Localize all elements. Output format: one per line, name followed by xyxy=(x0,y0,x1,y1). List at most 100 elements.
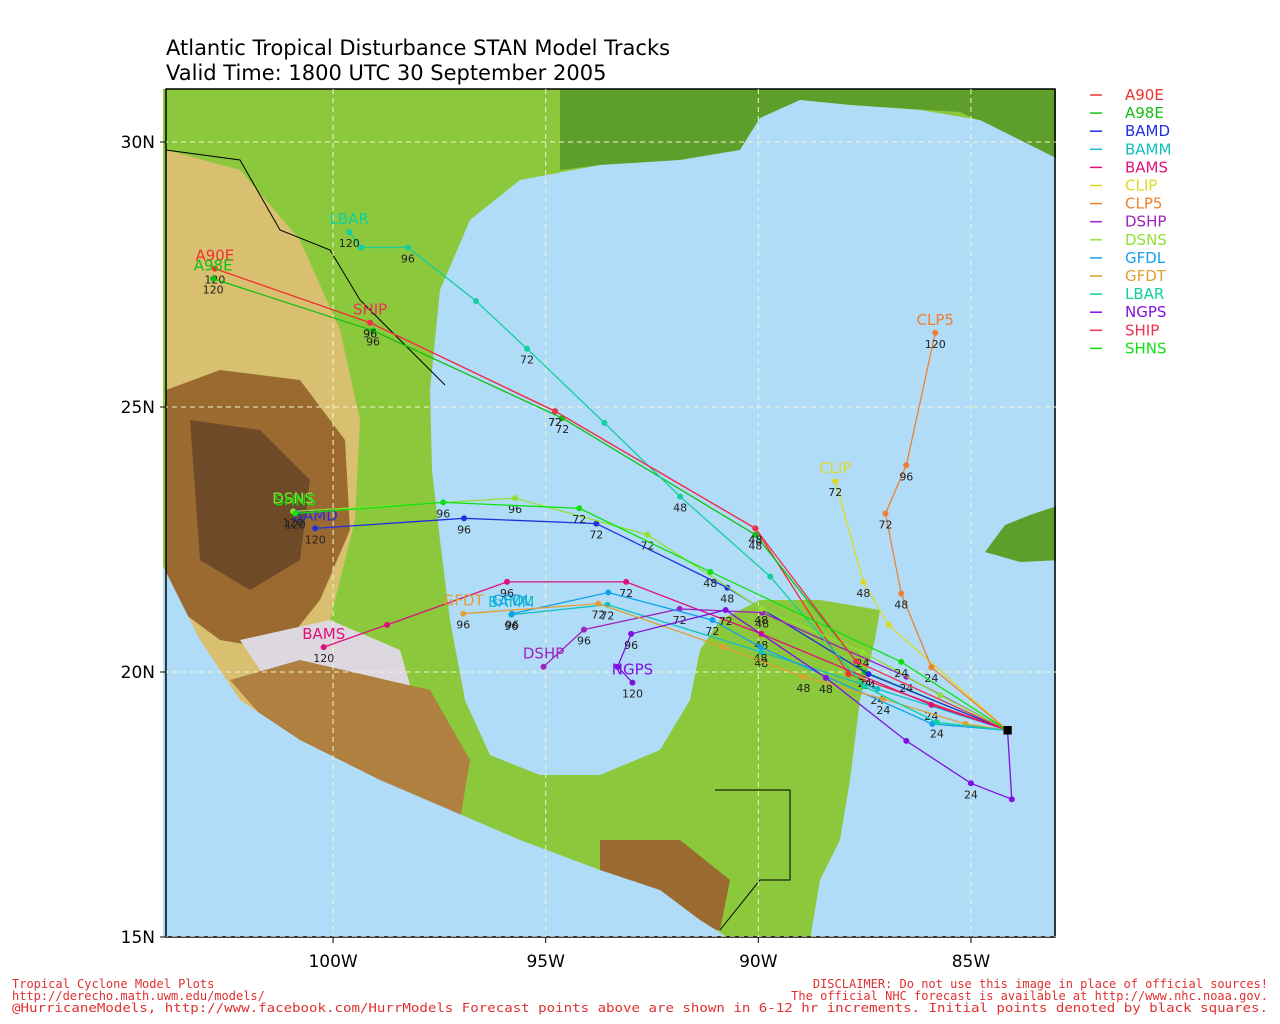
point-label: 24 xyxy=(924,672,938,685)
point-label: 72 xyxy=(520,354,534,367)
legend-label: BAMD xyxy=(1125,122,1170,140)
track-point xyxy=(882,510,889,517)
track-point xyxy=(861,683,868,690)
legend-label: A98E xyxy=(1125,104,1164,122)
point-label: 24 xyxy=(930,727,944,740)
cuba xyxy=(985,506,1056,562)
point-label: 48 xyxy=(720,593,734,606)
point-label: 96 xyxy=(363,328,377,341)
track-point xyxy=(720,644,727,651)
track-name: SHIP xyxy=(353,301,387,319)
point-label: 72 xyxy=(719,615,733,628)
point-label: 48 xyxy=(856,587,870,600)
land-dark xyxy=(560,89,1056,176)
track-point xyxy=(472,298,479,304)
track-point xyxy=(757,644,764,651)
point-label: 72 xyxy=(705,625,719,638)
track-name: GFDL xyxy=(492,592,533,610)
track-name: LBAR xyxy=(330,210,369,228)
track-point xyxy=(860,578,867,585)
track-line xyxy=(511,591,1008,731)
track-point xyxy=(440,499,447,506)
point-label: 96 xyxy=(456,619,470,632)
track-point xyxy=(845,671,852,678)
x-tick-label: 95W xyxy=(526,952,565,972)
track-point xyxy=(593,520,600,527)
point-label: 72 xyxy=(548,416,562,429)
x-tick-label: 85W xyxy=(952,952,991,972)
point-label: 96 xyxy=(436,507,450,520)
point-label: 120 xyxy=(313,652,334,665)
point-label: 96 xyxy=(508,503,522,516)
track-point xyxy=(211,265,218,272)
point-label: 120 xyxy=(283,516,304,529)
point-label: 48 xyxy=(748,540,762,553)
point-label: 48 xyxy=(796,682,810,695)
track-name: NGPS xyxy=(612,661,653,679)
track-point xyxy=(384,621,391,628)
track-line xyxy=(884,332,1008,731)
legend-label: BAMS xyxy=(1125,158,1168,176)
track-point xyxy=(512,495,519,502)
point-label: 96 xyxy=(500,587,514,600)
track-point xyxy=(709,617,716,624)
track-point xyxy=(461,515,468,522)
track-point xyxy=(614,663,621,670)
legend-label: CLP5 xyxy=(1125,195,1162,213)
map-background xyxy=(163,89,1056,937)
track-point xyxy=(677,493,684,500)
track-point xyxy=(601,419,608,426)
track-name: A98E xyxy=(194,257,233,275)
track-point xyxy=(767,573,774,580)
mountains-high xyxy=(190,420,310,590)
y-tick-label: 25N xyxy=(121,398,155,418)
point-label: 48 xyxy=(894,599,908,612)
track-name: BAMS xyxy=(302,625,345,643)
track-name: SHNS xyxy=(274,492,316,510)
track-point xyxy=(707,568,714,575)
x-tick-label: 100W xyxy=(308,952,357,972)
point-label: 120 xyxy=(203,284,224,297)
footer-text: @HurricaneModels, http://www.facebook.co… xyxy=(12,1001,1268,1015)
track-point xyxy=(932,329,939,336)
x-tick-label: 90W xyxy=(739,952,778,972)
legend-label: SHNS xyxy=(1125,339,1167,357)
footer-text: Tropical Cyclone Model Plots xyxy=(12,977,214,991)
track-point xyxy=(800,673,807,680)
track-line xyxy=(315,517,1008,731)
legend-label: DSNS xyxy=(1125,231,1167,249)
border xyxy=(715,789,791,931)
track-point xyxy=(404,244,411,251)
point-label: 72 xyxy=(555,423,569,436)
track-point xyxy=(885,621,892,628)
point-label: 72 xyxy=(600,610,614,623)
chart-subtitle: Valid Time: 1800 UTC 30 September 2005 xyxy=(166,61,606,85)
track-point xyxy=(822,674,829,681)
point-label: 120 xyxy=(305,533,326,546)
track-name: DSNS xyxy=(272,489,314,507)
point-label: 24 xyxy=(964,788,978,801)
point-label: 96 xyxy=(366,336,380,349)
point-label: 48 xyxy=(748,533,762,546)
legend-label: DSHP xyxy=(1125,213,1166,231)
track-point xyxy=(509,610,516,617)
track-line xyxy=(295,501,1008,731)
point-label: 48 xyxy=(673,502,687,515)
track-point xyxy=(865,671,872,678)
point-label: 96 xyxy=(505,619,519,632)
point-label: 48 xyxy=(754,614,768,627)
point-label: 72 xyxy=(828,486,842,499)
point-label: 96 xyxy=(504,620,518,633)
footer-text: http://derecho.math.uwm.edu/models/ xyxy=(12,989,265,1003)
track-point xyxy=(752,531,759,538)
track-point xyxy=(623,578,630,585)
border xyxy=(165,149,446,386)
point-label: 48 xyxy=(748,533,762,546)
y-tick-label: 20N xyxy=(121,663,155,683)
pacific-ocean xyxy=(163,566,728,937)
gulf-of-mexico xyxy=(430,100,1056,937)
footer-text: The official NHC forecast is available a… xyxy=(791,989,1268,1003)
track-name: GFDT xyxy=(443,592,485,610)
track-point xyxy=(937,692,944,699)
